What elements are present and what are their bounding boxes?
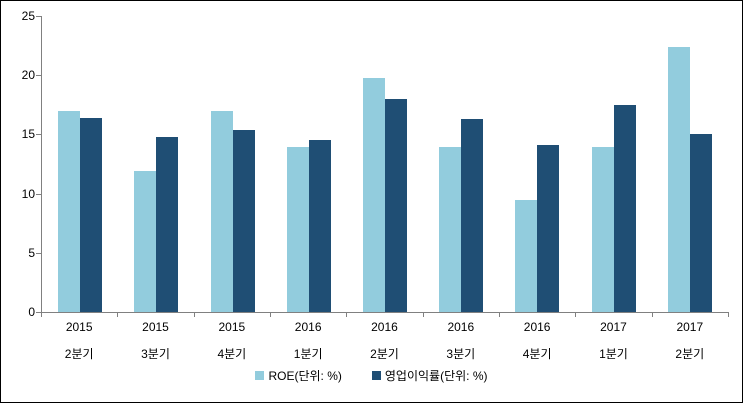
y-tick-label: 0 <box>28 305 35 319</box>
x-label-quarter: 2분기 <box>675 347 705 361</box>
y-tick-mark <box>36 252 41 254</box>
x-label-quarter: 1분기 <box>293 347 323 361</box>
x-tick-mark <box>499 313 500 317</box>
legend-item-operating-margin: 영업이익률(단위: %) <box>371 367 488 384</box>
roe-bar <box>515 199 538 312</box>
x-tick-mark <box>41 313 42 317</box>
x-category-label: 2017 1분기 <box>575 313 651 362</box>
category-group <box>423 16 499 312</box>
x-label-year: 2015 <box>142 320 169 334</box>
x-axis-labels: 2015 2분기 2015 3분기 2015 4분기 2016 1분기 2016 2분기 2016 3… <box>41 313 728 362</box>
legend-item-roe: ROE(단위: %) <box>255 367 342 384</box>
x-label-year: 2015 <box>218 320 246 334</box>
x-label-year: 2016 <box>447 320 475 334</box>
plot-area <box>42 16 728 312</box>
x-label-quarter: 4분기 <box>522 347 552 361</box>
category-group <box>499 16 575 312</box>
operating-margin-bar <box>537 145 560 312</box>
operating-margin-bar <box>156 136 179 312</box>
x-category-label: 2016 1분기 <box>270 313 346 362</box>
roe-bar <box>134 171 157 312</box>
x-tick-mark <box>651 313 653 317</box>
x-label-quarter: 1분기 <box>599 347 628 361</box>
operating-margin-bar <box>80 117 103 312</box>
y-tick-label: 10 <box>21 186 35 201</box>
x-label-quarter: 4분기 <box>217 347 247 361</box>
category-group <box>271 16 347 312</box>
roe-bar <box>210 110 233 312</box>
category-group <box>118 16 194 312</box>
roe-bar <box>286 147 309 312</box>
x-category-label: 2016 3분기 <box>423 313 499 362</box>
legend-label: ROE(단위: %) <box>268 369 342 383</box>
x-tick-mark <box>193 313 195 317</box>
x-label-year: 2017 <box>600 320 627 334</box>
operating-margin-bar <box>308 140 331 312</box>
x-label-quarter: 2분기 <box>64 347 94 361</box>
x-category-label: 2016 2분기 <box>346 313 422 362</box>
operating-margin-bar <box>232 129 255 312</box>
x-category-label: 2015 2분기 <box>41 313 117 362</box>
x-tick-mark <box>728 313 729 317</box>
y-tick-mark <box>36 134 41 136</box>
x-tick-mark <box>346 313 348 317</box>
x-label-quarter: 2분기 <box>370 347 399 361</box>
y-tick-mark <box>36 193 41 195</box>
x-category-label: 2016 4분기 <box>499 313 575 362</box>
x-tick-mark <box>422 313 424 317</box>
x-label-year: 2017 <box>676 320 704 334</box>
roe-bar <box>591 147 614 312</box>
y-tick-label: 20 <box>21 68 35 83</box>
roe-bar <box>58 110 81 312</box>
legend-label: 영업이익률(단위: %) <box>384 369 488 383</box>
roe-bar <box>439 147 462 312</box>
x-label-year: 2016 <box>523 320 551 334</box>
legend: ROE(단위: %) 영업이익률(단위: %) <box>1 367 742 384</box>
roe-bar <box>667 46 690 312</box>
category-group <box>194 16 270 312</box>
x-tick-mark <box>117 313 119 317</box>
x-label-year: 2016 <box>294 320 322 334</box>
category-group <box>576 16 652 312</box>
y-tick-label: 5 <box>28 245 35 260</box>
legend-swatch <box>255 371 265 380</box>
y-axis-line <box>41 16 42 313</box>
x-label-year: 2016 <box>371 320 398 334</box>
legend-swatch <box>371 371 381 380</box>
x-label-quarter: 3분기 <box>141 347 170 361</box>
y-tick-mark <box>36 75 41 77</box>
roe-bar <box>362 77 385 312</box>
x-category-label: 2015 4분기 <box>194 313 270 362</box>
x-tick-mark <box>270 313 271 317</box>
x-label-year: 2015 <box>65 320 93 334</box>
operating-margin-bar <box>689 134 712 312</box>
y-tick-mark <box>36 312 41 313</box>
category-group <box>347 16 423 312</box>
x-category-label: 2017 2분기 <box>652 313 728 362</box>
x-axis-line <box>41 312 729 313</box>
y-tick-label: 25 <box>21 9 35 23</box>
operating-margin-bar <box>461 119 484 312</box>
y-tick-label: 15 <box>21 127 35 142</box>
y-tick-mark <box>36 16 41 17</box>
category-group <box>652 16 728 312</box>
x-label-quarter: 3분기 <box>446 347 476 361</box>
operating-margin-bar <box>384 98 407 312</box>
x-tick-mark <box>575 313 577 317</box>
x-category-label: 2015 3분기 <box>117 313 193 362</box>
operating-margin-bar <box>613 104 636 312</box>
category-group <box>42 16 118 312</box>
